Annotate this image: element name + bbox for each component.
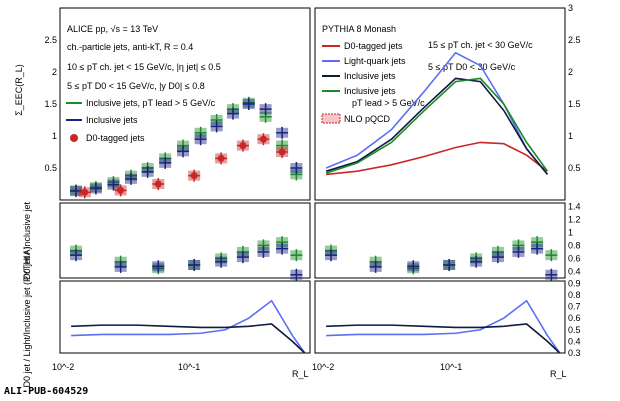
bot-ytick-0: 0.3 (568, 348, 581, 358)
tr-annotation-4: pT lead > 5 GeV/c (352, 98, 425, 108)
bot-ytick-2: 0.5 (568, 325, 581, 335)
tr-ytick-4: 2.5 (568, 35, 581, 45)
x-axis-label-right: R_L (550, 369, 567, 379)
y-axis-label-bottom: D0 jet / Light/Inclusive jet (PYTHIA) (22, 246, 32, 387)
tr-annotation-1: PYTHIA 8 Monash (322, 24, 396, 34)
panel-bot-right-frame (314, 280, 566, 354)
tl-series-2-pt-0 (81, 188, 89, 196)
tl-annotation-1: ALICE pp, √s = 13 TeV (67, 24, 158, 34)
bot-ytick-1: 0.4 (568, 336, 581, 346)
panel-mid-right-frame (314, 202, 566, 279)
tl-annotation-2: ch.-particle jets, anti-kT, R = 0.4 (67, 42, 193, 52)
tl-series-2-pt-7 (278, 148, 286, 156)
tl-legend-red-marker (70, 134, 78, 142)
tr-legend-1: D0-tagged jets (344, 41, 403, 51)
tr-legend-5-box (321, 113, 341, 124)
bot-right-series-1-line (326, 323, 561, 354)
x-tick-left-1: 10^-2 (52, 362, 74, 372)
tl-annotation-3: 10 ≤ pT ch. jet < 15 GeV/c, |η jet| ≤ 0.… (67, 62, 221, 72)
tr-legend-5: NLO pQCD (344, 114, 391, 124)
x-tick-left-2: 10^-1 (178, 362, 200, 372)
panel-top-left-frame (59, 7, 311, 201)
bot-ytick-5: 0.8 (568, 290, 581, 300)
tr-annotation-2: 15 ≤ pT ch. jet < 30 GeV/c (428, 40, 533, 50)
tl-series-2-pt-1 (117, 186, 125, 194)
panel-mid-left-frame (59, 202, 311, 279)
tl-series-2-pt-4 (217, 154, 225, 162)
y-axis-label-top: Σ_EEC(R_L) (14, 64, 24, 116)
bot-ytick-3: 0.6 (568, 313, 581, 323)
tr-annotation-3: 5 ≤ pT D0 < 30 GeV/c (428, 62, 516, 72)
x-axis-label-left: R_L (292, 369, 309, 379)
bot-ytick-4: 0.7 (568, 302, 581, 312)
tl-ytick-3: 2 (52, 67, 57, 77)
panel-top-right-frame (314, 7, 566, 201)
tl-legend-1: Inclusive jets, pT lead > 5 GeV/c (86, 98, 216, 108)
tr-ytick-5: 3 (568, 3, 573, 13)
tr-series-2-line (325, 77, 549, 175)
bot-right-series-0-line (326, 299, 561, 354)
tr-legend-4: Inclusive jets (344, 86, 396, 96)
tl-legend-3: D0-tagged jets (86, 133, 145, 143)
tr-legend-2: Light-quark jets (344, 56, 406, 66)
tr-legend-3: Inclusive jets (344, 71, 396, 81)
bot-left-series-1-line (71, 323, 306, 354)
tl-legend-2: Inclusive jets (86, 115, 138, 125)
x-tick-right-2: 10^-1 (440, 362, 462, 372)
chart-marks: 0.5 1 1.5 2 2.5 0.5 1 1.5 2 2.5 3 0.4 0.6 0.8 1 1.2 1.4 0… (44, 3, 580, 358)
mid-ytick-1: 0.6 (568, 253, 581, 263)
tr-ytick-0: 0.5 (568, 163, 581, 173)
footer-id: ALI-PUB-604529 (4, 386, 88, 397)
tl-annotation-4: 5 ≤ pT D0 < 15 GeV/c, |y D0| ≤ 0.8 (67, 81, 205, 91)
mid-ytick-4: 1.2 (568, 214, 581, 224)
tl-series-2-pt-3 (190, 172, 198, 180)
bot-left-series-0-line (71, 299, 306, 354)
tl-series-2-pt-6 (259, 135, 267, 143)
tl-series-2-pt-2 (154, 180, 162, 188)
tl-ytick-1: 1 (52, 131, 57, 141)
tr-ytick-1: 1 (568, 131, 573, 141)
tl-ytick-0: 0.5 (44, 163, 57, 173)
mid-ytick-5: 1.4 (568, 201, 581, 211)
tr-series-3-line (325, 77, 549, 174)
mid-ytick-3: 1 (568, 227, 573, 237)
y-axis-label-middle: D0 jet / Inclusive jet (22, 201, 32, 280)
tr-series-1-line (325, 51, 549, 175)
mid-ytick-2: 0.8 (568, 240, 581, 250)
bot-ytick-6: 0.9 (568, 278, 581, 288)
tl-ytick-2: 1.5 (44, 99, 57, 109)
tr-series-0-line (326, 141, 548, 176)
tr-ytick-2: 1.5 (568, 99, 581, 109)
x-tick-right-1: 10^-2 (312, 362, 334, 372)
tl-series-2-pt-5 (239, 142, 247, 150)
tr-ytick-3: 2 (568, 67, 573, 77)
mid-ytick-0: 0.4 (568, 266, 581, 276)
tl-ytick-4: 2.5 (44, 35, 57, 45)
panel-bot-left-frame (59, 280, 311, 354)
